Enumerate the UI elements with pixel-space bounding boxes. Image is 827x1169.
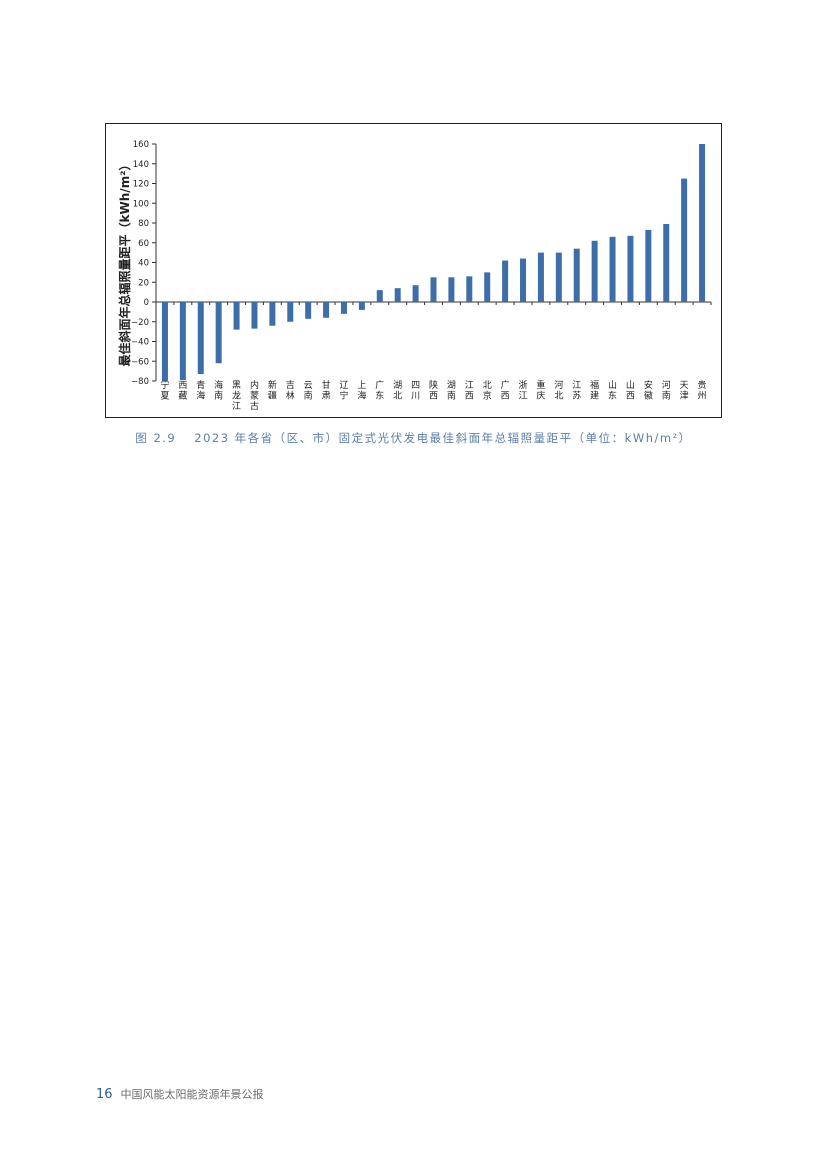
x-tick-label: 黑龙江 [232,380,241,412]
y-tick-label: 140 [133,160,149,170]
chart-frame: 160 140 120 100 80 60 40 20 0 −20 −40 −60 −80 宁夏 西藏 青海海… [105,123,722,418]
y-tick-label: 160 [133,140,149,150]
bar [555,252,562,302]
x-tick-label: 湖北 [393,380,402,402]
page-number: 16 [96,1087,113,1102]
x-tick-label: 青海 [196,379,205,402]
x-tick-label: 云南 [304,381,313,402]
bar [215,302,222,364]
x-tick-label: 江西 [465,380,474,402]
y-axis-title: 最佳斜面年总辐照量距平（kWh/m²） [117,159,132,367]
bar [430,277,437,302]
bar [394,288,401,302]
x-tick-label: 海南 [214,379,223,402]
bar [358,302,365,310]
x-tick-label: 贵州 [698,379,707,402]
y-tick-label: −20 [131,318,149,328]
x-tick-label: 河南 [662,379,671,402]
bar [520,258,527,302]
bar [340,302,347,314]
figure-number: 图 2.9 [135,431,177,445]
x-tick-label: 辽宁 [339,380,348,402]
x-tick-label: 西藏 [178,380,187,402]
bar [179,302,186,381]
x-tick-label: 新疆 [268,379,277,402]
bar [251,302,258,329]
x-tick-label: 宁夏 [160,379,169,402]
x-tick-label: 内蒙古 [250,379,259,412]
x-tick-label: 安徽 [644,379,653,402]
x-tick-label: 河北 [554,379,563,402]
y-tick-label: 60 [138,239,149,249]
y-tick-label: −80 [131,377,149,387]
x-tick-label: 四川 [411,381,420,402]
x-tick-label: 广东 [375,379,384,402]
x-tick-label: 甘肃 [322,379,331,402]
bar [287,302,294,322]
bar [323,302,330,318]
bar-chart: 160 140 120 100 80 60 40 20 0 −20 −40 −60 −80 宁夏西藏青海海… [117,140,712,412]
x-tick-label: 山东 [608,380,617,402]
y-tick-label: 40 [138,259,149,269]
bar [573,248,580,302]
page-footer: 16 中国风能太阳能资源年景公报 [96,1086,264,1102]
y-tick-label: −40 [131,338,149,348]
bar [681,178,688,302]
bar [699,144,706,302]
x-tick-label: 重庆 [536,379,545,402]
bar [502,260,509,302]
bar [627,235,634,302]
x-tick-label: 广西 [501,379,510,402]
bar [663,223,670,302]
bar [233,302,240,330]
figure-caption-text: 2023 年各省（区、市）固定式光伏发电最佳斜面年总辐照量距平（单位：kWh/m… [194,431,692,445]
y-tick-label: 100 [133,199,149,209]
x-tick-label: 浙江 [519,379,528,402]
x-tick-label: 山西 [626,380,635,402]
bar [305,302,312,319]
y-tick-label: −60 [131,357,149,367]
x-tick-label: 福建 [590,379,599,402]
bar [609,236,616,302]
x-tick-label: 天津 [680,381,689,402]
x-tick-label: 湖南 [447,380,456,402]
bar [197,302,204,375]
x-tick-label: 吉林 [286,380,295,402]
publication-title: 中国风能太阳能资源年景公报 [120,1088,264,1101]
y-tick-label: 0 [144,298,149,308]
y-tick-label: 80 [138,219,149,229]
bar [591,240,598,302]
bar [484,272,491,302]
x-tick-label: 上海 [357,380,366,402]
bar [161,302,168,381]
bar [412,285,419,302]
bar [448,277,455,302]
figure-caption: 图 2.9 2023 年各省（区、市）固定式光伏发电最佳斜面年总辐照量距平（单位：… [0,430,827,446]
y-tick-label: 20 [138,278,149,288]
bar [269,302,276,326]
bar [645,229,652,302]
bar [537,252,544,302]
bar [376,290,383,302]
x-tick-label: 陕西 [429,379,438,402]
bar [466,276,473,302]
x-tick-label: 江苏 [572,380,581,402]
x-tick-label: 北京 [483,380,492,402]
y-tick-label: 120 [133,180,149,190]
